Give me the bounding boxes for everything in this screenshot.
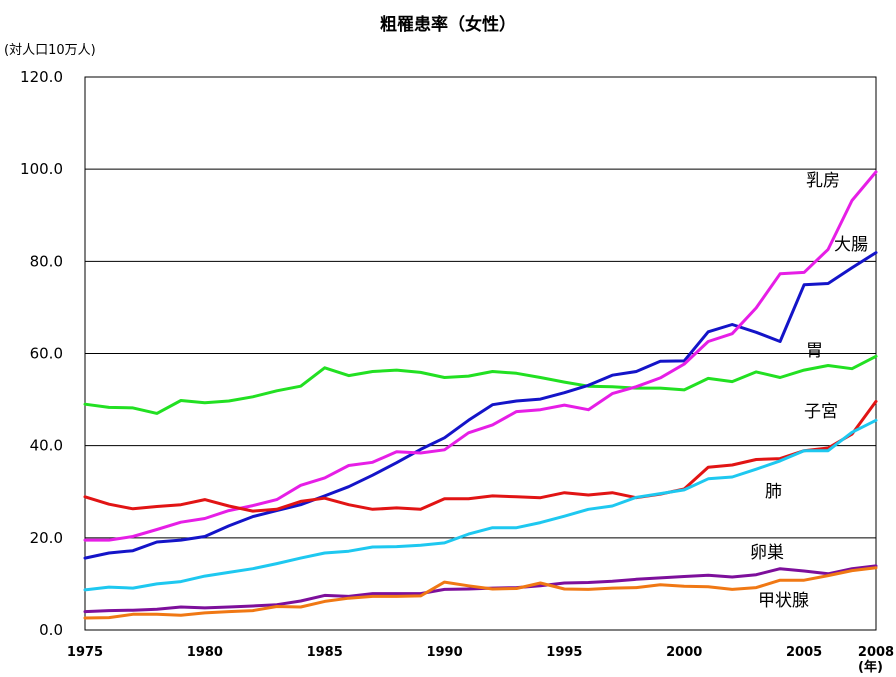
x-tick-label: 1995: [546, 645, 582, 660]
series-line: [83, 354, 878, 415]
series-line: [83, 418, 878, 592]
label-stomach: 胃: [806, 341, 823, 361]
series-lines: [83, 170, 878, 620]
series-line: [83, 399, 878, 513]
label-lung: 肺: [765, 482, 782, 502]
label-thyroid: 甲状腺: [758, 591, 809, 611]
y-tick-label: 80.0: [30, 252, 63, 270]
x-tick-label: 2005: [786, 645, 822, 660]
y-tick-label: 40.0: [30, 437, 63, 455]
x-tick-label: 1975: [67, 645, 103, 660]
x-tick-label: 1990: [426, 645, 462, 660]
y-axis-unit-label: (対人口10万人): [4, 43, 96, 58]
x-tick-label: 1980: [187, 645, 223, 660]
label-colon: 大腸: [834, 235, 868, 255]
y-tick-label: 60.0: [30, 345, 63, 363]
y-tick-label: 20.0: [30, 529, 63, 547]
series-line: [83, 251, 878, 560]
x-tick-label: 1985: [307, 645, 343, 660]
label-breast: 乳房: [806, 171, 840, 191]
chart-title: 粗罹患率（女性）: [380, 14, 516, 35]
plot-area: [84, 76, 877, 631]
y-tick-label: 100.0: [20, 160, 63, 178]
x-tick-label: 2008: [858, 645, 894, 660]
series-line: [83, 170, 878, 542]
x-axis-ticks: 1975 1980 1985 1990 1995 2000 2005 2008: [67, 645, 894, 660]
gridlines: [85, 168, 876, 539]
x-axis-unit-label: (年): [858, 659, 883, 675]
y-tick-label: 120.0: [20, 68, 63, 86]
label-ovary: 卵巣: [750, 543, 784, 563]
label-uterus: 子宮: [804, 402, 838, 422]
x-tick-label: 2000: [666, 645, 702, 660]
series-line: [83, 566, 878, 620]
y-tick-label: 0.0: [39, 621, 63, 639]
y-axis-ticks: 0.0 20.0 40.0 60.0 80.0 100.0 120.0: [20, 68, 63, 639]
